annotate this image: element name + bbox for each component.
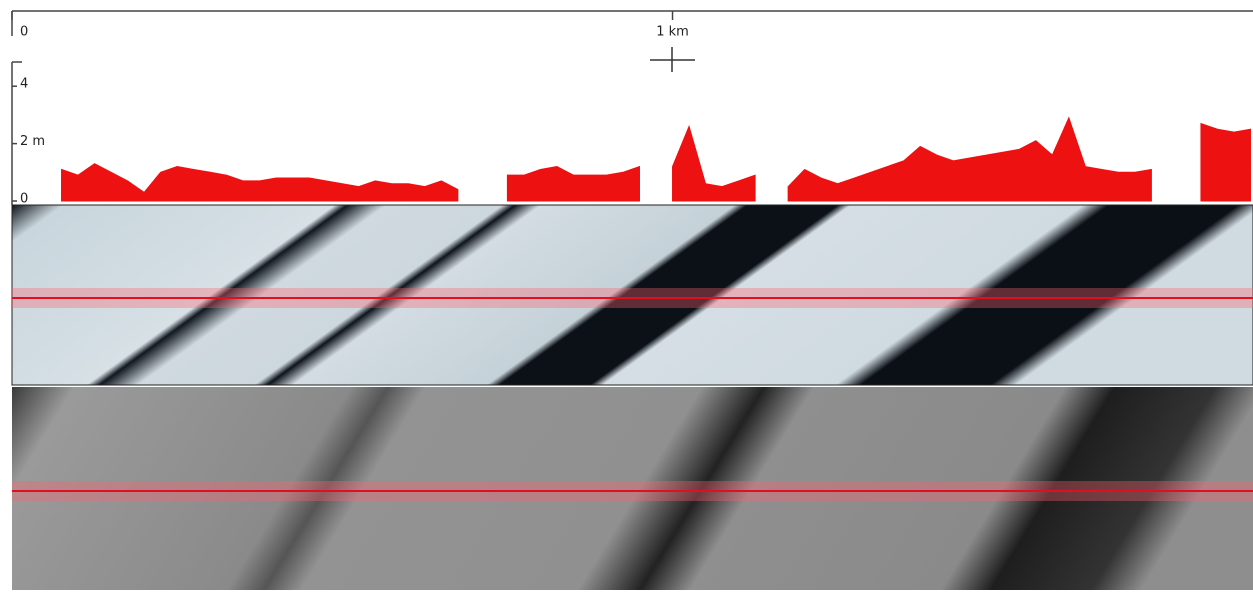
optical-image (11, 204, 1253, 386)
crosshair (650, 47, 695, 72)
x-tick-label: 0 (20, 25, 28, 40)
x-tick-label: 1 km (656, 25, 689, 40)
y-tick-label: 2 m (20, 134, 45, 149)
y-tick-label: 0 (20, 192, 28, 207)
sar-image (12, 387, 1253, 590)
y-tick-label: 4 (20, 77, 28, 92)
height-profile (61, 116, 1251, 202)
plot: 0 1 km 0 2 m 4 (11, 11, 1251, 207)
